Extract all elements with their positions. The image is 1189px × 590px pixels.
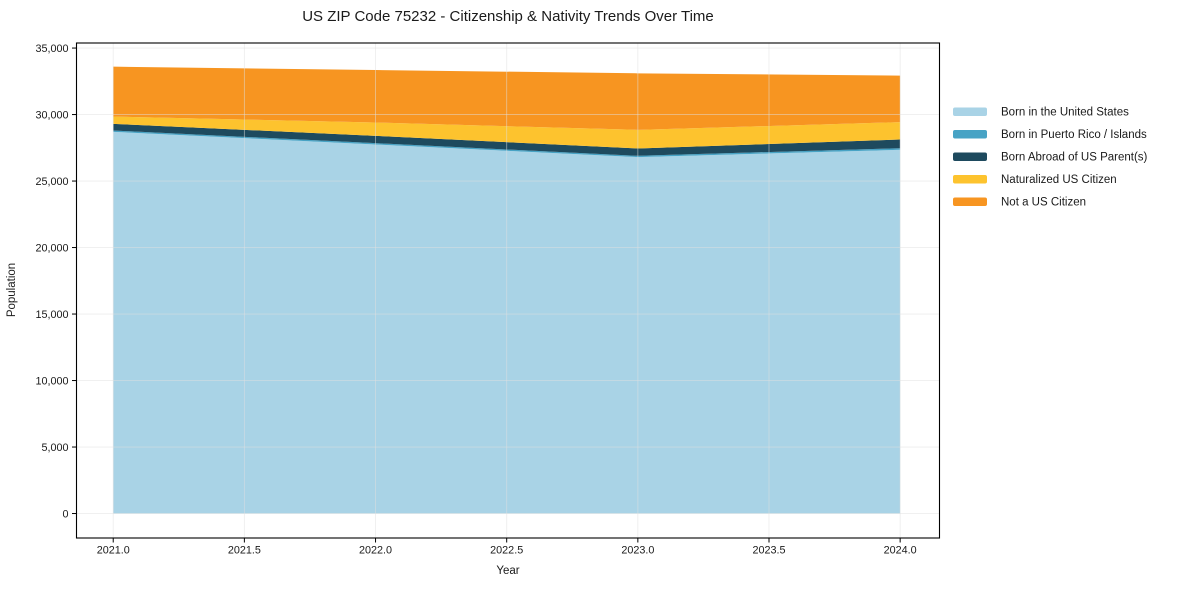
tick-labels: 2021.0 2021.5 2022.0 2022.5 2023.0 2023.5 2024…	[35, 43, 916, 557]
legend-entry: Born in Puerto Rico / Islands	[953, 129, 1147, 141]
x-tick-label: 2024.0	[884, 545, 917, 557]
y-axis-label: Population	[6, 263, 18, 317]
plot-border	[75, 42, 941, 539]
legend-swatch-icon	[953, 152, 987, 161]
y-tick-label: 15,000	[35, 309, 68, 321]
y-tick-label: 5,000	[41, 442, 68, 454]
legend-entry: Not a US Citizen	[953, 197, 1086, 209]
chart-title: US ZIP Code 75232 - Citizenship & Nativi…	[302, 8, 714, 25]
y-tick-label: 20,000	[35, 242, 68, 254]
legend-label: Born in the United States	[1001, 107, 1129, 119]
legend-entry: Born Abroad of US Parent(s)	[953, 152, 1148, 164]
legend-swatch-icon	[953, 197, 987, 206]
legend-entry: Naturalized US Citizen	[953, 174, 1117, 186]
legend-label: Born Abroad of US Parent(s)	[1001, 152, 1148, 164]
legend-swatch-icon	[953, 130, 987, 139]
legend-label: Not a US Citizen	[1001, 197, 1086, 209]
x-tick-label: 2022.5	[490, 545, 523, 557]
x-tick-label: 2022.0	[359, 545, 392, 557]
legend-swatch-icon	[953, 107, 987, 116]
y-tick-label: 10,000	[35, 375, 68, 387]
y-tick-label: 30,000	[35, 109, 68, 121]
area-born-abroad-of-us-parent-s	[113, 123, 901, 156]
y-tick-label: 0	[62, 508, 68, 520]
legend-label: Born in Puerto Rico / Islands	[1001, 129, 1147, 141]
gridlines	[76, 43, 940, 538]
x-tick-label: 2021.0	[97, 545, 130, 557]
legend-swatch-icon	[953, 175, 987, 184]
x-tick-label: 2021.5	[228, 545, 261, 557]
x-tick-label: 2023.0	[621, 545, 654, 557]
y-tick-label: 35,000	[35, 43, 68, 55]
x-axis-label: Year	[496, 565, 519, 577]
y-tick-label: 25,000	[35, 176, 68, 188]
legend-label: Naturalized US Citizen	[1001, 174, 1117, 186]
x-tick-label: 2023.5	[752, 545, 785, 557]
legend-entry: Born in the United States	[953, 107, 1129, 119]
legend: Born in the United States Born in Puerto …	[953, 107, 1148, 209]
tick-marks	[72, 47, 901, 543]
